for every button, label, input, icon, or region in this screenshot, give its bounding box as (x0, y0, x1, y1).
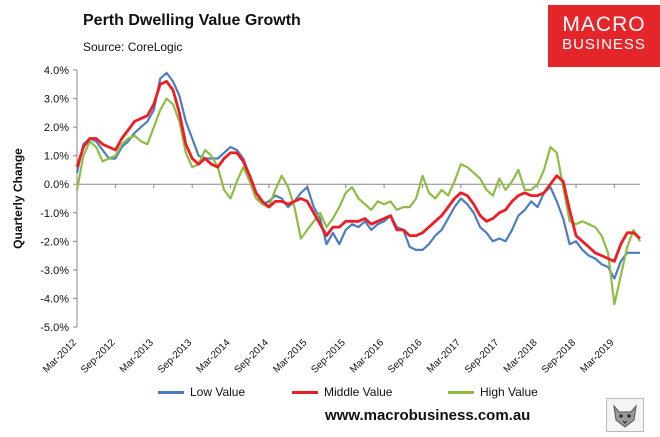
legend-label-high: High Value (480, 385, 538, 399)
mascot-icon (606, 398, 644, 432)
y-axis-title: Quarterly Change (11, 148, 25, 249)
x-tick-label: Sep-2016 (386, 337, 425, 376)
y-tick-label: 0.0% (44, 179, 69, 191)
x-tick-label: Sep-2017 (463, 337, 502, 376)
y-tick-label: 1.0% (44, 151, 69, 163)
y-tick-label: 3.0% (44, 94, 69, 106)
x-tick-label: Mar-2016 (348, 337, 386, 375)
y-tick-label: -1.0% (40, 208, 69, 220)
chart-source: Source: CoreLogic (83, 40, 183, 54)
x-tick-label: Mar-2014 (195, 337, 233, 375)
y-tick-label: -5.0% (40, 322, 69, 334)
x-tick-label: Sep-2013 (156, 337, 195, 376)
x-tick-label: Mar-2015 (271, 337, 309, 375)
x-tick-label: Mar-2017 (425, 337, 463, 375)
brand-logo[interactable]: MACRO BUSINESS (548, 5, 660, 67)
x-tick-label: Sep-2015 (309, 337, 348, 376)
site-url[interactable]: www.macrobusiness.com.au (325, 407, 531, 424)
legend-label-low: Low Value (190, 385, 246, 399)
legend-swatch-high (448, 390, 474, 394)
series-middle-value (75, 80, 641, 263)
legend-swatch-middle (292, 390, 318, 394)
legend-item-high: High Value (448, 385, 538, 399)
x-tick-label: Mar-2013 (118, 337, 156, 375)
x-tick-label: Mar-2018 (502, 337, 540, 375)
legend-label-middle: Middle Value (324, 385, 393, 399)
legend-item-middle: Middle Value (292, 385, 392, 399)
y-tick-label: -4.0% (40, 293, 69, 305)
legend-item-low: Low Value (158, 385, 245, 399)
series-high-value (75, 97, 641, 306)
x-tick-label: Sep-2014 (233, 337, 272, 376)
x-tick-label: Sep-2012 (79, 337, 118, 376)
x-tick-label: Mar-2012 (41, 337, 79, 375)
y-tick-label: 2.0% (44, 122, 69, 134)
y-tick-label: 4.0% (44, 65, 69, 77)
logo-line-2: BUSINESS (562, 36, 646, 53)
y-tick-label: -2.0% (40, 236, 69, 248)
x-tick-label: Sep-2018 (540, 337, 579, 376)
chart-title: Perth Dwelling Value Growth (83, 12, 301, 29)
logo-line-1: MACRO (562, 13, 646, 36)
legend-swatch-low (158, 390, 184, 394)
x-tick-label: Mar-2019 (578, 337, 616, 375)
y-tick-label: -3.0% (40, 265, 69, 277)
